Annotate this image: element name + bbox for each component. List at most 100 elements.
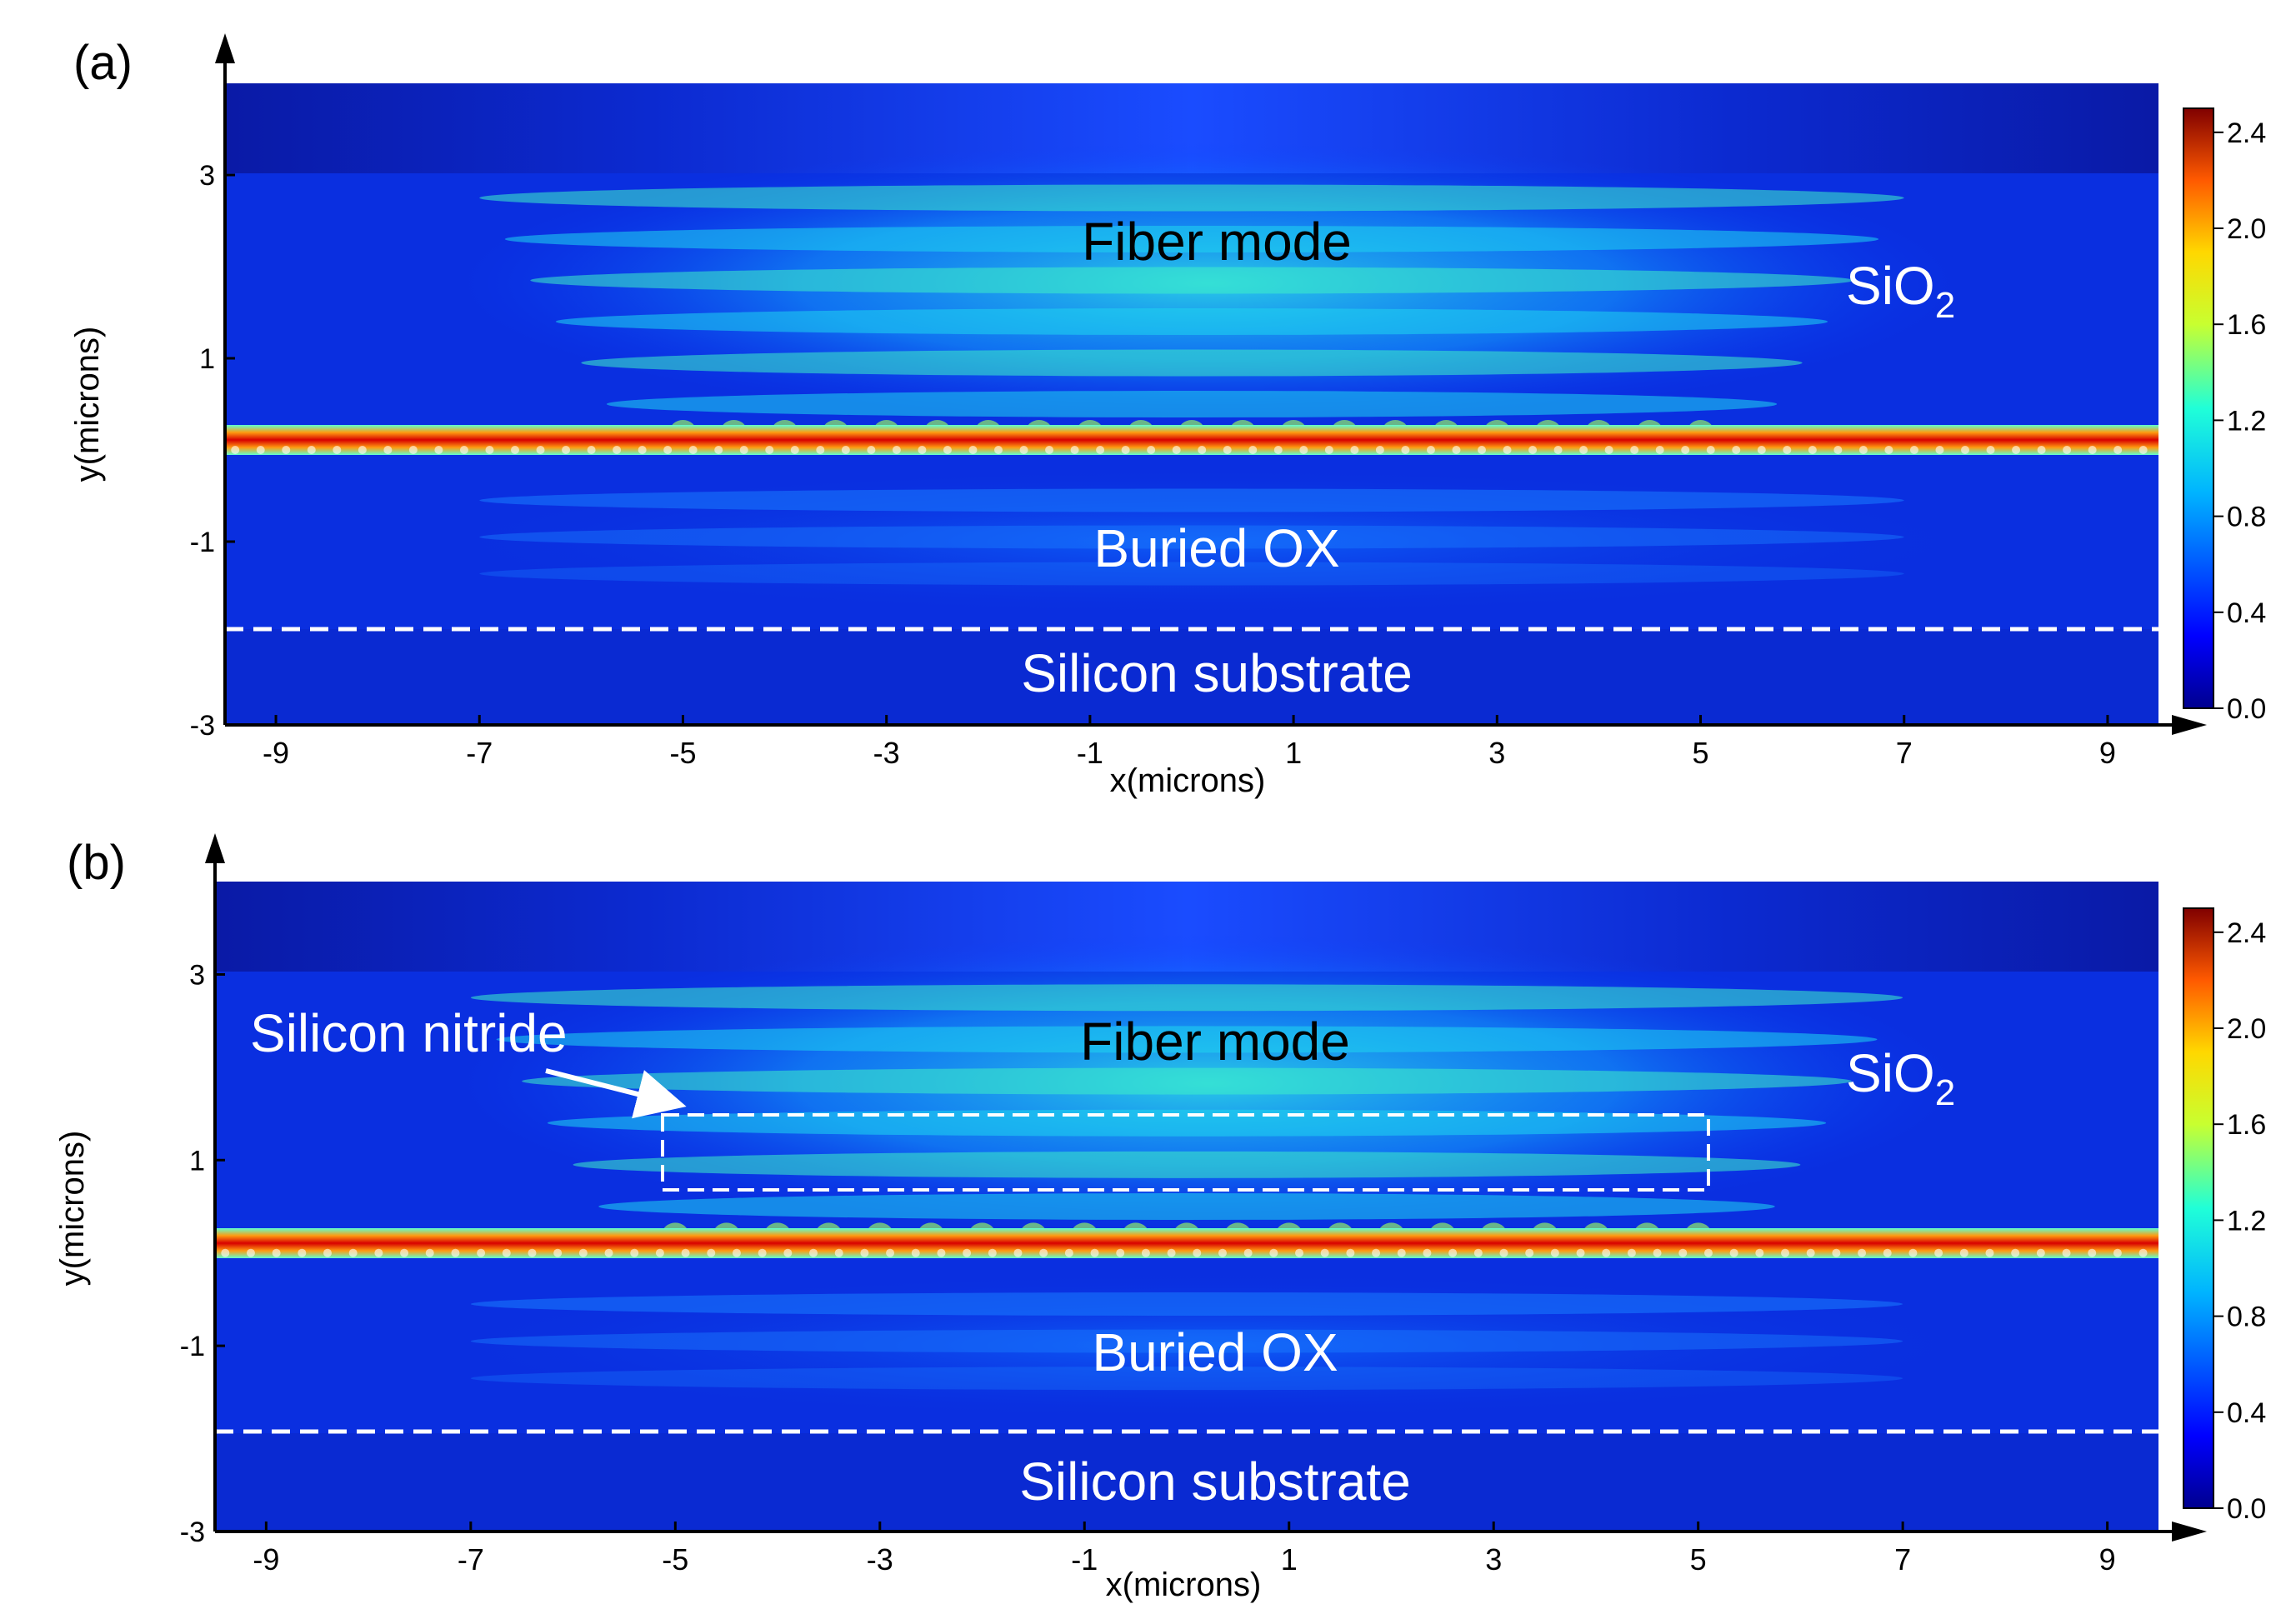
- panel-b-x-axis-label: x(microns): [1106, 1567, 1262, 1603]
- waveguide-dot: [1096, 446, 1105, 454]
- waveguide-dot: [502, 1248, 511, 1257]
- waveguide-dot: [1167, 1248, 1176, 1257]
- waveguide-dot: [383, 446, 393, 454]
- panel-a-y-ticks: 3 1 -1 -3: [190, 160, 235, 742]
- buried-ox-fringe: [470, 1292, 1903, 1316]
- waveguide-dot: [1320, 1248, 1329, 1257]
- waveguide-dot: [1401, 446, 1410, 454]
- waveguide-dot: [528, 1248, 537, 1257]
- x-tick-label: -9: [263, 736, 289, 770]
- waveguide-dot: [1116, 1248, 1125, 1257]
- panel-a-label: (a): [73, 36, 133, 90]
- x-tick-label: 7: [1896, 736, 1913, 770]
- fringe-band: [555, 308, 1828, 335]
- x-tick-label: -1: [1071, 1542, 1098, 1577]
- panel-a-x-axis-label: x(microns): [1110, 762, 1266, 799]
- waveguide-dot: [765, 446, 774, 454]
- waveguide-dot: [1909, 446, 1918, 454]
- waveguide-dot: [1375, 446, 1384, 454]
- waveguide-dot: [1832, 1248, 1841, 1257]
- panel-b-y-ticks: 3 1 -1 -3: [180, 959, 225, 1548]
- waveguide-dot: [459, 446, 468, 454]
- panel-a-fiber-mode-label: Fiber mode: [1082, 212, 1352, 272]
- buried-ox-fringe: [470, 1367, 1903, 1391]
- waveguide-dot: [1198, 446, 1207, 454]
- waveguide-dot: [1703, 1248, 1713, 1257]
- y-tick-label: -3: [180, 1517, 205, 1548]
- waveguide-dot: [1121, 446, 1130, 454]
- waveguide-dot: [688, 446, 698, 454]
- waveguide-dot: [282, 446, 291, 454]
- waveguide-dot: [323, 1248, 333, 1257]
- waveguide-dot: [2088, 446, 2097, 454]
- x-tick-label: -7: [458, 1542, 484, 1577]
- panel-b-buried-ox-label: Buried OX: [1092, 1322, 1338, 1382]
- fringe-band: [504, 226, 1879, 252]
- waveguide-dot: [1602, 1248, 1611, 1257]
- fringe-band: [598, 1193, 1775, 1220]
- x-tick-label: 9: [2099, 1542, 2116, 1577]
- y-tick-label: -3: [190, 710, 215, 742]
- waveguide-dot: [374, 1248, 383, 1257]
- waveguide-dot: [333, 446, 342, 454]
- waveguide-dot: [1781, 1248, 1790, 1257]
- waveguide-dot: [1653, 1248, 1662, 1257]
- waveguide-dot: [1499, 1248, 1508, 1257]
- waveguide-dot: [1528, 446, 1538, 454]
- colorbar-tick-label: 1.2: [2227, 1205, 2266, 1237]
- waveguide-dot: [790, 446, 799, 454]
- waveguide-dot: [604, 1248, 613, 1257]
- waveguide-dot: [1553, 446, 1563, 454]
- waveguide-dot: [937, 1248, 946, 1257]
- waveguide-dot: [2138, 446, 2148, 454]
- waveguide-dot: [1961, 446, 1969, 454]
- waveguide-dot: [988, 1248, 997, 1257]
- panel-a-axes: -9 -7 -5 -3 -1 1 3 5 7 9 3 1 -1 -3 x(microns) y(micr…: [69, 33, 2207, 799]
- waveguide-dot: [1655, 446, 1664, 454]
- panel-b-fiber-mode-label: Fiber mode: [1080, 1012, 1350, 1072]
- colorbar-tick-label: 2.4: [2227, 117, 2266, 149]
- waveguide-dot: [408, 446, 418, 454]
- waveguide-dot: [968, 446, 978, 454]
- waveguide-dot: [1350, 446, 1359, 454]
- panel-a-silicon-substrate-label: Silicon substrate: [1021, 643, 1413, 703]
- waveguide-dot: [841, 446, 850, 454]
- waveguide-dot: [1883, 1248, 1892, 1257]
- colorbar-tick-label: 0.8: [2227, 1302, 2266, 1333]
- panel-b-label: (b): [67, 836, 126, 890]
- panel-a-x-axis-arrow: [2172, 715, 2207, 735]
- y-tick-label: 3: [199, 160, 215, 192]
- fringe-band: [530, 267, 1853, 294]
- waveguide-dot: [1147, 446, 1156, 454]
- fringe-band: [496, 1026, 1878, 1053]
- waveguide-dot: [892, 446, 901, 454]
- x-tick-label: 7: [1894, 1542, 1911, 1577]
- waveguide-dot: [1757, 446, 1766, 454]
- x-tick-label: -3: [867, 1542, 893, 1577]
- waveguide-dot: [1295, 1248, 1304, 1257]
- waveguide-dot: [613, 446, 622, 454]
- waveguide-dot: [963, 1248, 972, 1257]
- waveguide-dot: [655, 1248, 664, 1257]
- waveguide-dot: [1141, 1248, 1150, 1257]
- waveguide-dot: [536, 446, 545, 454]
- x-tick-label: 3: [1485, 1542, 1502, 1577]
- waveguide-dot: [1473, 1248, 1483, 1257]
- waveguide-dot: [2113, 1248, 2122, 1257]
- waveguide-dot: [1732, 446, 1741, 454]
- x-tick-label: -1: [1077, 736, 1103, 770]
- x-tick-label: -9: [253, 1542, 279, 1577]
- waveguide-dot: [2037, 446, 2046, 454]
- waveguide-dot: [425, 1248, 434, 1257]
- panel-a-y-axis-arrow: [215, 33, 235, 63]
- panel-b-fiber-fringes: [470, 984, 1903, 1220]
- waveguide-dot: [587, 446, 596, 454]
- panel-b-axes: -9 -7 -5 -3 -1 1 3 5 7 9 3 1 -1 -3 x(microns) y(micr…: [54, 833, 2207, 1603]
- y-tick-label: 1: [189, 1145, 205, 1177]
- waveguide-dot: [663, 446, 673, 454]
- waveguide-dot: [434, 446, 443, 454]
- x-tick-label: 9: [2099, 736, 2116, 770]
- x-tick-label: 1: [1281, 1542, 1298, 1577]
- x-tick-label: 3: [1488, 736, 1505, 770]
- waveguide-dot: [1550, 1248, 1559, 1257]
